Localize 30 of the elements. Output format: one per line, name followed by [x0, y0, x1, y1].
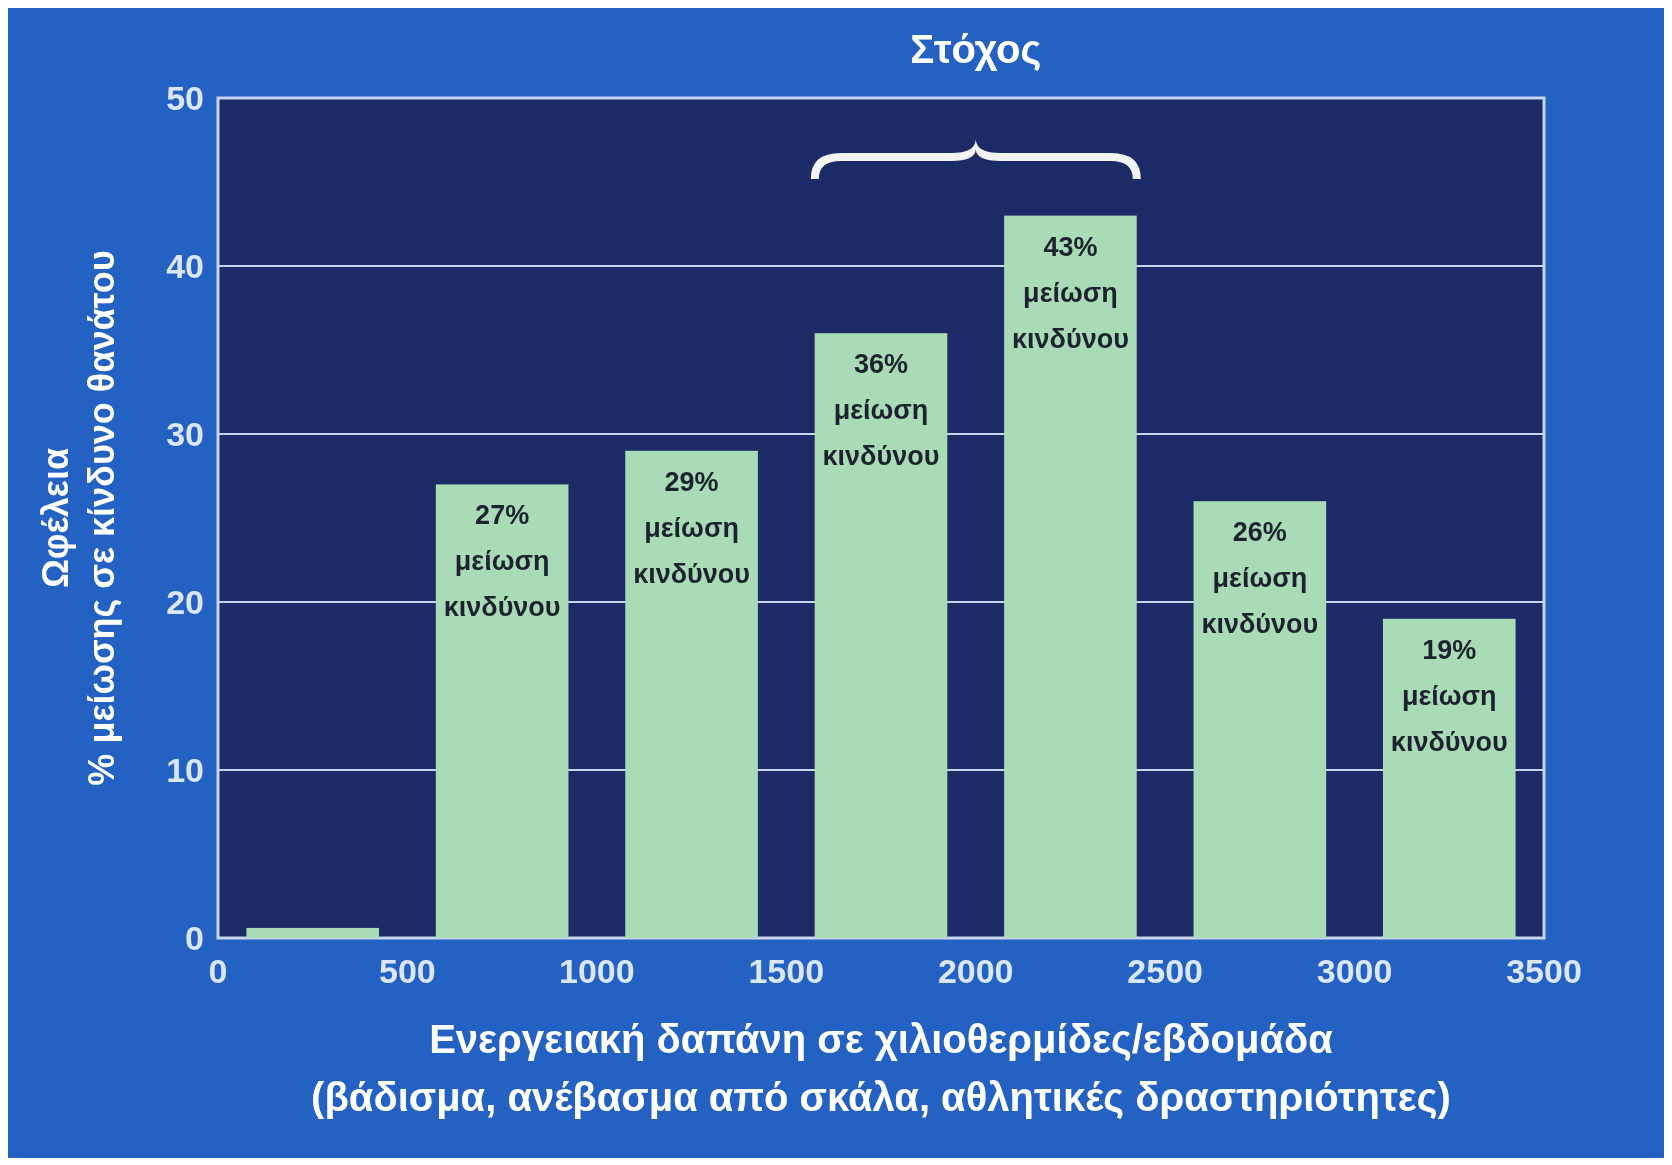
data-label: 27% μείωση κινδύνου	[443, 500, 561, 623]
x-tick-label: 2000	[937, 952, 1014, 990]
x-axis-title: Ενεργειακή δαπάνη σε χιλιοθερμίδες/εβδομάδα (βάδισμα, ανέβασμα από σκάλα, αθλητικές δραστηριότητες)	[311, 1017, 1451, 1120]
x-tick-label: 2500	[1127, 952, 1203, 990]
x-tick-label: 1000	[559, 952, 635, 990]
y-tick-label: 20	[166, 582, 204, 621]
bar	[1193, 501, 1327, 938]
bar	[246, 927, 380, 938]
data-label: 19% μείωση κινδύνου	[1390, 634, 1508, 757]
data-label: 43% μείωση κινδύνου	[1011, 231, 1129, 354]
data-label: 26% μείωση κινδύνου	[1201, 517, 1319, 640]
bar	[814, 333, 948, 938]
y-tick-label: 0	[185, 918, 204, 957]
x-tick-label: 500	[379, 952, 436, 990]
y-tick-label: 50	[166, 78, 204, 117]
text: Στόχος	[910, 27, 1042, 72]
data-label: 29% μείωση κινδύνου	[633, 466, 751, 589]
bar	[1382, 618, 1516, 938]
bar	[1004, 215, 1137, 938]
x-tick-label: 0	[208, 952, 228, 990]
data-label: 36% μείωση κινδύνου	[822, 349, 940, 472]
x-tick-label: 3500	[1506, 952, 1582, 990]
bar	[625, 450, 758, 938]
y-tick-label: 10	[166, 750, 204, 789]
x-tick-label: 3000	[1316, 952, 1393, 990]
y-axis-title: Ωφέλεια % μείωσης σε κίνδυνο θανάτου	[35, 250, 122, 786]
y-tick-label: 30	[166, 414, 204, 453]
x-tick-label: 1500	[748, 952, 825, 990]
y-tick-label: 40	[166, 246, 204, 285]
bar	[435, 484, 569, 938]
